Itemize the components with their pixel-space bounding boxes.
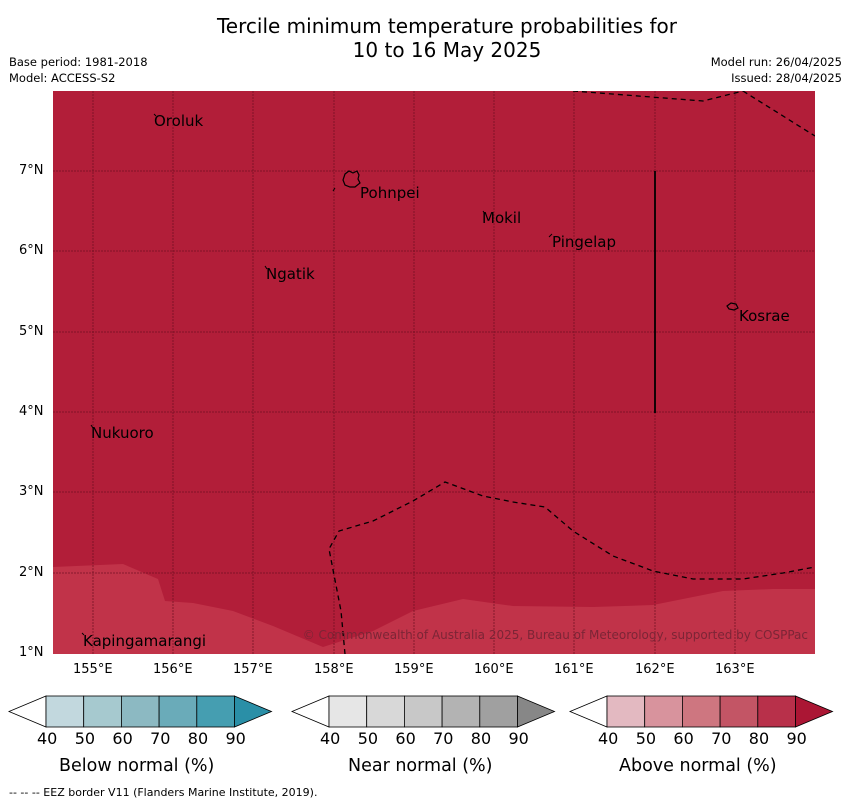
colorbar-segment — [158, 695, 198, 728]
lat-tick-2: 2°N — [19, 565, 44, 580]
island-label-pohnpei: Pohnpei — [360, 184, 420, 202]
base-period: Base period: 1981-2018 — [9, 55, 148, 69]
colorbar-tick-label: 40 — [598, 729, 619, 748]
map-panel[interactable]: Oroluk Pohnpei Mokil Pingelap Ngatik Kos… — [53, 91, 815, 654]
colorbar-right-arrow — [517, 695, 556, 728]
colorbar-segment — [606, 695, 646, 728]
lat-tick-1: 1°N — [19, 645, 44, 660]
model-name: Model: ACCESS-S2 — [9, 71, 116, 85]
pohnpei-island-outline — [342, 170, 361, 188]
lon-tick-160: 160°E — [474, 662, 514, 677]
colorbar-segment — [719, 695, 759, 728]
colorbar-segment — [403, 695, 443, 728]
colorbar-svg — [7, 695, 834, 728]
colorbar-segment — [121, 695, 160, 728]
lat-tick-4: 4°N — [19, 404, 44, 419]
lon-tick-155: 155°E — [73, 662, 113, 677]
lighter-probability-region — [53, 564, 815, 654]
eez-footnote: -- -- -- EEZ border V11 (Flanders Marine… — [9, 786, 318, 799]
colorbar-segment — [45, 695, 85, 728]
lon-tick-157: 157°E — [233, 662, 273, 677]
island-label-pingelap: Pingelap — [552, 233, 617, 251]
colorbar-segment — [644, 695, 683, 728]
lon-tick-161: 161°E — [554, 662, 594, 677]
colorbar-segment — [196, 695, 235, 728]
lat-tick-6: 6°N — [19, 243, 44, 258]
colorbar-tick-label: 60 — [673, 729, 694, 748]
issued-date: Issued: 28/04/2025 — [731, 71, 842, 85]
colorbar-segment — [366, 695, 405, 728]
colorbar-tick-label: 50 — [635, 729, 657, 748]
colorbar-segment — [479, 695, 518, 728]
colorbar-left-arrow — [7, 695, 47, 728]
meta-right: Model run: 26/04/2025 Issued: 28/04/2025 — [711, 54, 842, 86]
colorbar-segment — [441, 695, 481, 728]
colorbar-tick-label: 40 — [37, 729, 58, 748]
colorbar-left-arrow — [290, 695, 330, 728]
colorbar-tick-label: 80 — [748, 729, 770, 748]
map-canvas — [53, 91, 815, 654]
island-label-kapingamarangi: Kapingamarangi — [83, 632, 207, 650]
kosrae-island-outline — [726, 302, 739, 311]
lon-tick-159: 159°E — [394, 662, 434, 677]
colorbar-tick-label: 90 — [786, 729, 807, 748]
copyright-notice: © Commonwealth of Australia 2025, Bureau… — [302, 628, 808, 642]
colorbar-tick-label: 90 — [508, 729, 529, 748]
colorbar-right-arrow — [234, 695, 273, 728]
model-run: Model run: 26/04/2025 — [710, 55, 842, 69]
lon-tick-163: 163°E — [715, 662, 755, 677]
atoll-markers — [81, 113, 553, 636]
colorbar-right-arrow — [795, 695, 834, 728]
colorbar-tick-label: 50 — [357, 729, 379, 748]
colorbar-left-arrow — [568, 695, 608, 728]
island-label-ngatik: Ngatik — [266, 265, 315, 283]
pohnpei-islet — [332, 187, 336, 192]
lat-tick-7: 7°N — [19, 163, 44, 178]
colorbar-tick-label: 80 — [470, 729, 492, 748]
colorbar-tick-label: 70 — [433, 729, 454, 748]
lon-tick-156: 156°E — [153, 662, 193, 677]
lon-tick-158: 158°E — [314, 662, 354, 677]
chart-title: Tercile minimum temperature probabilitie… — [0, 14, 850, 62]
island-label-oroluk: Oroluk — [154, 112, 204, 130]
island-label-mokil: Mokil — [482, 209, 522, 227]
colorbar-segment — [328, 695, 368, 728]
colorbar-tick-label: 80 — [187, 729, 209, 748]
colorbar-tick-label: 50 — [74, 729, 96, 748]
colorbar-title-below: Below normal (%) — [59, 756, 215, 776]
lat-tick-5: 5°N — [19, 324, 44, 339]
colorbar-tick-label: 90 — [225, 729, 246, 748]
title-line-2: 10 to 16 May 2025 — [352, 38, 542, 62]
colorbar-title-near: Near normal (%) — [348, 756, 493, 776]
colorbar-title-above: Above normal (%) — [619, 756, 777, 776]
colorbar-segment — [682, 695, 721, 728]
island-label-nukuoro: Nukuoro — [91, 424, 154, 442]
colorbar-segment — [83, 695, 122, 728]
colorbar-tick-label: 60 — [395, 729, 416, 748]
colorbar-tick-label: 70 — [150, 729, 171, 748]
island-label-kosrae: Kosrae — [739, 307, 790, 325]
lat-tick-3: 3°N — [19, 484, 44, 499]
meta-left: Base period: 1981-2018 Model: ACCESS-S2 — [9, 54, 148, 86]
eez-border — [328, 91, 815, 654]
title-line-1: Tercile minimum temperature probabilitie… — [216, 14, 678, 38]
colorbar-tick-label: 70 — [711, 729, 732, 748]
colorbar-segment — [757, 695, 796, 728]
colorbar-tick-label: 60 — [112, 729, 133, 748]
colorbar-tick-label: 40 — [320, 729, 341, 748]
lon-tick-162: 162°E — [635, 662, 675, 677]
